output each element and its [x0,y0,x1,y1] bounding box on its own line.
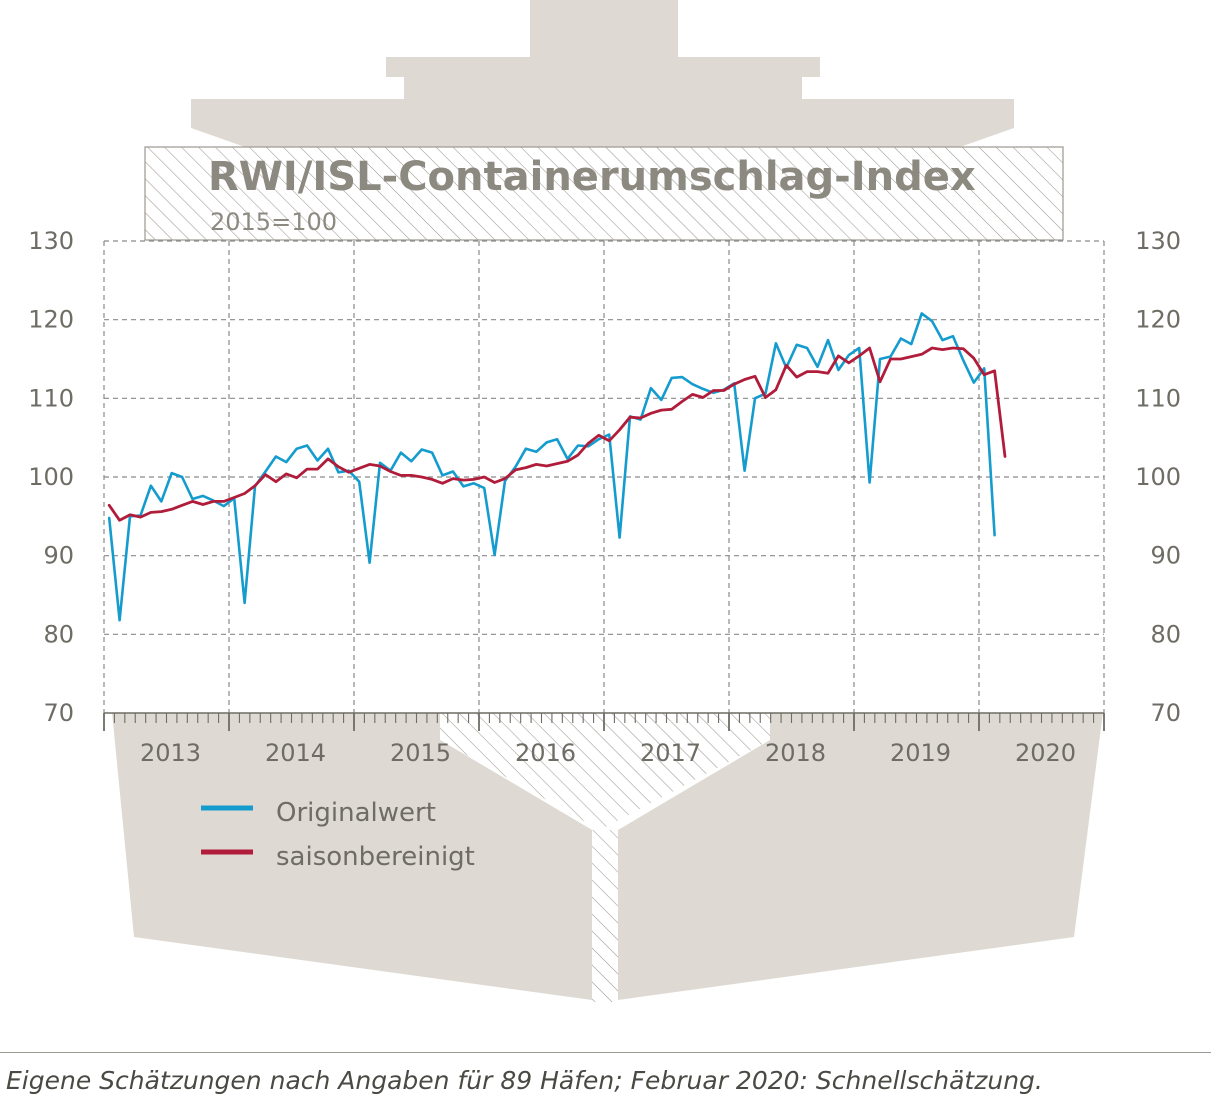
ship-funnel [530,0,678,57]
grid [103,240,1105,713]
chart-title: RWI/ISL-Containerumschlag-Index [208,154,976,200]
ship-keel-hatch [592,830,618,1002]
ship-hull-center-hatch [440,712,770,830]
y-tick-label-right: 70 [1150,699,1181,727]
ship-deck-middle [404,77,802,99]
x-year-label: 2015 [390,739,451,767]
container-index-chart: RWI/ISL-Containerumschlag-Index 2015=100… [28,0,1181,1002]
ship-title-block [144,146,1064,241]
y-tick-label-left: 110 [28,384,74,412]
x-year-label: 2018 [765,739,826,767]
y-tick-label-right: 130 [1135,227,1181,255]
y-tick-label-right: 110 [1135,384,1181,412]
y-tick-label-right: 90 [1150,542,1181,570]
footer-divider [0,1052,1211,1053]
ship-bridge [191,99,1014,147]
x-year-label: 2020 [1015,739,1076,767]
ship-deck-upper [386,57,820,77]
source-note: Eigene Schätzungen nach Angaben für 89 H… [6,1066,1043,1095]
x-year-label: 2019 [890,739,951,767]
chart-subtitle: 2015=100 [210,208,337,236]
legend: Originalwert saisonbereinigt [201,798,475,872]
legend-adjusted-label: saisonbereinigt [276,842,475,872]
y-tick-label-left: 120 [28,306,74,334]
y-tick-label-right: 100 [1135,463,1181,491]
legend-original-label: Originalwert [276,798,436,828]
y-tick-label-left: 100 [28,463,74,491]
y-tick-label-left: 90 [43,542,74,570]
ship-hull-left-top [112,712,592,830]
x-year-label: 2016 [515,739,576,767]
ship-hull-right [618,712,1103,1000]
ship-illustration [112,0,1103,1002]
series-line-saisonbereinigt [107,346,1007,522]
y-tick-label-left: 130 [28,227,74,255]
x-year-label: 2013 [140,739,201,767]
axes: 70 70 80 80 90 90 100 100 110 110 120 120 130 130 2013… [28,227,1181,767]
y-tick-label-right: 120 [1135,306,1181,334]
x-year-label: 2014 [265,739,326,767]
y-tick-label-left: 80 [43,620,74,648]
data-series [107,312,1007,622]
y-tick-label-left: 70 [43,699,74,727]
y-tick-label-right: 80 [1150,620,1181,648]
x-year-label: 2017 [640,739,701,767]
